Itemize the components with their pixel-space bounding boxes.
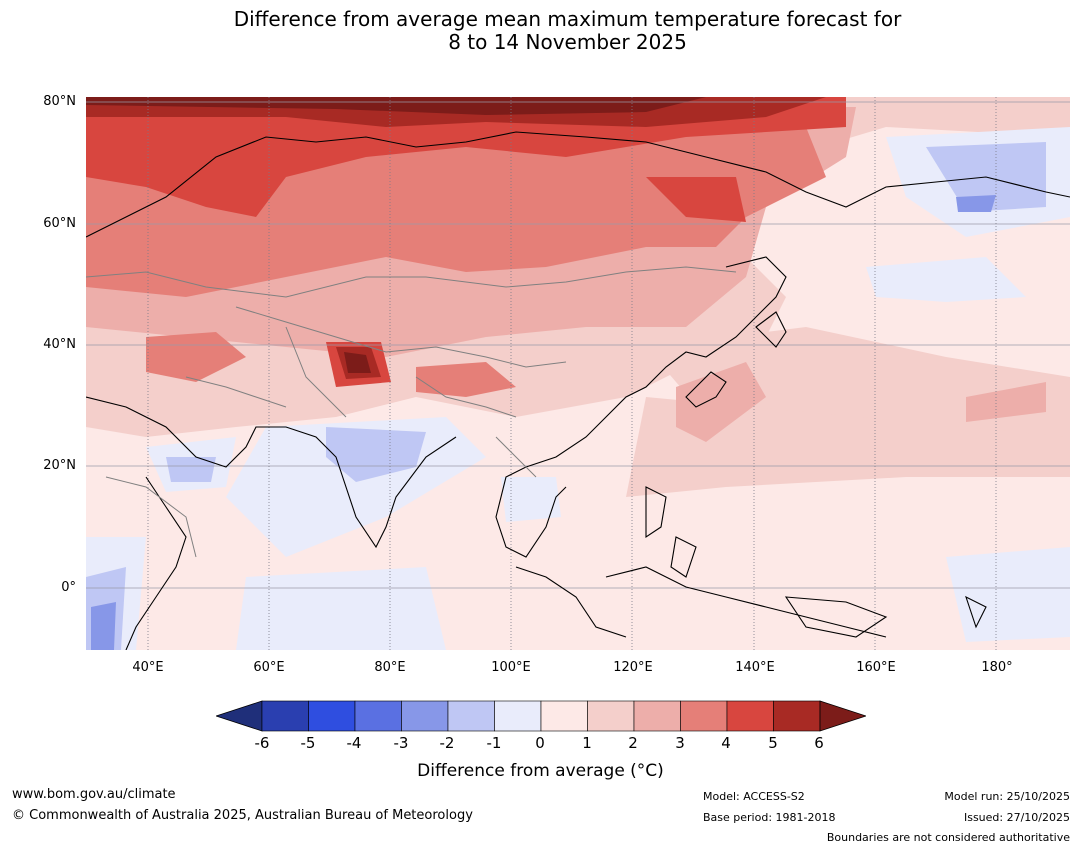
anomaly-region-cool-indianocean <box>236 567 446 650</box>
meridians <box>147 97 997 650</box>
anomaly-region-cool-pacific <box>866 257 1026 302</box>
lat-label-40n: 40°N <box>43 337 76 352</box>
colorbar-cell <box>726 700 774 732</box>
colorbar-cell <box>447 700 495 732</box>
coastlines <box>86 131 1070 650</box>
colorbar-tick: 5 <box>768 734 778 752</box>
colorbar-tick: 6 <box>814 734 824 752</box>
lon-label-40e: 40°E <box>132 660 164 675</box>
footer-base-period: Base period: 1981-2018 <box>703 811 836 824</box>
colorbar-cell <box>261 700 309 732</box>
colorbar-tick: 0 <box>535 734 545 752</box>
footer-issued: Issued: 27/10/2025 <box>963 811 1070 824</box>
colorbar-tick: -5 <box>300 734 316 752</box>
anomaly-region-cool-indochina <box>501 477 561 522</box>
colorbar-tick: 2 <box>628 734 638 752</box>
colorbar-extend-high <box>819 700 866 732</box>
anomaly-region-cool-india <box>226 417 486 557</box>
chart-title: Difference from average mean maximum tem… <box>0 8 1081 54</box>
anomaly-region-cool-siberia-3 <box>956 195 996 212</box>
lon-label-60e: 60°E <box>253 660 285 675</box>
colorbar-tick: -3 <box>393 734 409 752</box>
title-line-1: Difference from average mean maximum tem… <box>233 7 902 31</box>
country-borders <box>86 266 737 558</box>
anomaly-region-cool-eastpacific <box>946 547 1070 642</box>
colorbar-tick: -6 <box>254 734 270 752</box>
lat-label-80n: 80°N <box>43 94 76 109</box>
colorbar-cell <box>540 700 588 732</box>
colorbar-cell <box>354 700 402 732</box>
colorbar-tick: -2 <box>439 734 455 752</box>
anomaly-region-3-4-west <box>146 332 246 382</box>
anomaly-region-cool-africa-3 <box>91 602 116 650</box>
anomaly-region-4-5 <box>86 97 846 217</box>
colorbar-cell <box>308 700 356 732</box>
forecast-map <box>86 97 1070 650</box>
lon-label-120e: 120°E <box>613 660 653 675</box>
anomaly-region-cool-india-2 <box>326 427 426 482</box>
lat-label-60n: 60°N <box>43 216 76 231</box>
colorbar-label: Difference from average (°C) <box>417 761 664 781</box>
anomaly-region-3-4-central <box>416 362 516 397</box>
colorbar-cell <box>587 700 635 732</box>
footer-url[interactable]: www.bom.gov.au/climate <box>12 787 176 802</box>
colorbar-tick: 1 <box>582 734 592 752</box>
colorbar-cell <box>773 700 821 732</box>
gridlines <box>86 101 1070 589</box>
colorbar <box>216 700 866 732</box>
colorbar-cell <box>680 700 728 732</box>
lon-label-100e: 100°E <box>491 660 531 675</box>
anomaly-region-2-3-pacific <box>966 382 1046 422</box>
lat-label-20n: 20°N <box>43 458 76 473</box>
anomaly-region-1-2-east <box>626 397 1070 497</box>
anomaly-region-over-6-tibet <box>344 352 371 373</box>
colorbar-cell <box>494 700 542 732</box>
lon-label-140e: 140°E <box>735 660 775 675</box>
anomaly-region-4-5-east <box>646 177 746 222</box>
anomaly-region-over-6 <box>86 97 706 115</box>
colorbar-extend-low <box>216 700 263 732</box>
colorbar-cell <box>401 700 449 732</box>
lat-label-0: 0° <box>61 580 76 595</box>
title-line-2: 8 to 14 November 2025 <box>448 30 687 54</box>
map-canvas <box>86 97 1070 650</box>
lon-label-160e: 160°E <box>856 660 896 675</box>
footer-disclaimer: Boundaries are not considered authoritat… <box>826 831 1070 844</box>
lon-label-80e: 80°E <box>374 660 406 675</box>
anomaly-region-2-3-japan <box>676 362 766 442</box>
anomaly-region-cool-arabia-2 <box>166 457 216 482</box>
lon-label-180: 180° <box>981 660 1013 675</box>
colorbar-tick: 3 <box>675 734 685 752</box>
colorbar-cell <box>633 700 681 732</box>
colorbar-tick: 4 <box>721 734 731 752</box>
footer-copyright: © Commonwealth of Australia 2025, Austra… <box>12 808 473 823</box>
colorbar-tick: -1 <box>486 734 502 752</box>
footer-model: Model: ACCESS-S2 <box>703 790 805 803</box>
colorbar-tick: -4 <box>346 734 362 752</box>
footer-model-run: Model run: 25/10/2025 <box>944 790 1070 803</box>
